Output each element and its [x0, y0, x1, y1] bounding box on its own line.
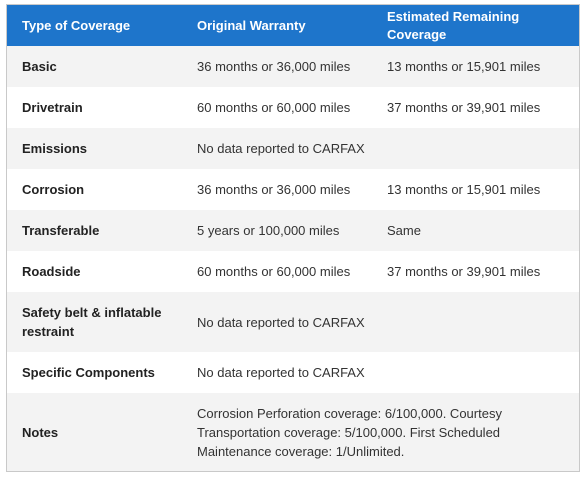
header-type-of-coverage: Type of Coverage [22, 17, 131, 33]
table-row-corrosion: Corrosion 36 months or 36,000 miles 13 m… [7, 169, 579, 210]
remaining-coverage-cell: 13 months or 15,901 miles [387, 182, 541, 197]
table-row-emissions: Emissions No data reported to CARFAX [7, 128, 579, 169]
table-row-basic: Basic 36 months or 36,000 miles 13 month… [7, 46, 579, 87]
warranty-coverage-table: Type of Coverage Original Warranty Estim… [6, 4, 580, 472]
remaining-coverage-cell: 13 months or 15,901 miles [387, 59, 541, 74]
original-warranty-cell: 36 months or 36,000 miles [197, 59, 351, 74]
table-row-notes: Notes Corrosion Perforation coverage: 6/… [7, 393, 579, 471]
row-label: Notes [22, 424, 59, 440]
row-label: Roadside [22, 264, 81, 279]
table-header-row: Type of Coverage Original Warranty Estim… [7, 5, 579, 46]
table-row-transferable: Transferable 5 years or 100,000 miles Sa… [7, 210, 579, 251]
row-label: Drivetrain [22, 100, 83, 115]
original-warranty-cell: No data reported to CARFAX [197, 141, 365, 156]
table-row-specific-components: Specific Components No data reported to … [7, 352, 579, 393]
row-label: Corrosion [22, 182, 85, 197]
original-warranty-cell: 60 months or 60,000 miles [197, 264, 351, 279]
notes-cell: Corrosion Perforation coverage: 6/100,00… [197, 405, 502, 459]
row-label: Basic [22, 59, 57, 74]
header-original-warranty: Original Warranty [197, 17, 306, 33]
original-warranty-cell: 5 years or 100,000 miles [197, 223, 340, 238]
row-label: Specific Components [22, 365, 155, 380]
remaining-coverage-cell: Same [387, 223, 421, 238]
original-warranty-cell: No data reported to CARFAX [197, 314, 365, 330]
table-row-drivetrain: Drivetrain 60 months or 60,000 miles 37 … [7, 87, 579, 128]
row-label: Safety belt & inflatable restraint [22, 305, 162, 339]
row-label: Emissions [22, 141, 88, 156]
original-warranty-cell: 60 months or 60,000 miles [197, 100, 351, 115]
original-warranty-cell: 36 months or 36,000 miles [197, 182, 351, 197]
table-row-safety-belt: Safety belt & inflatable restraint No da… [7, 292, 579, 352]
header-estimated-remaining-coverage: Estimated Remaining Coverage [387, 8, 520, 42]
remaining-coverage-cell: 37 months or 39,901 miles [387, 264, 541, 279]
table-row-roadside: Roadside 60 months or 60,000 miles 37 mo… [7, 251, 579, 292]
row-label: Transferable [22, 223, 100, 238]
remaining-coverage-cell: 37 months or 39,901 miles [387, 100, 541, 115]
original-warranty-cell: No data reported to CARFAX [197, 365, 365, 380]
